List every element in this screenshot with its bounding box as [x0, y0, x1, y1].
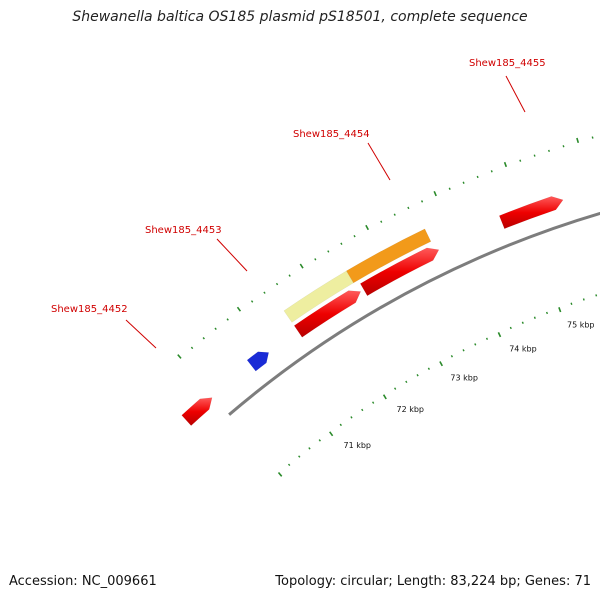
scale-tick: [595, 294, 598, 297]
scale-tick: [548, 149, 550, 153]
scale-tick: [327, 250, 330, 253]
scale-tick: [263, 291, 266, 294]
scale-tick: [340, 242, 343, 245]
scale-tick: [474, 343, 477, 346]
gene-label: Shew185_4453: [145, 225, 222, 236]
scale-tick: [287, 463, 291, 467]
feature-segment-orange: [346, 228, 432, 284]
scale-tick: [558, 307, 562, 313]
scale-tick: [582, 298, 585, 301]
cds-arrow: [359, 247, 440, 297]
callout-leader: [125, 319, 157, 349]
scale-tick: [521, 321, 524, 324]
callout-leader: [505, 75, 526, 113]
scale-tick: [275, 282, 279, 286]
map-title: Shewanella baltica OS185 plasmid pS18501…: [72, 9, 528, 25]
scale-tick: [177, 354, 182, 359]
scale-tick: [226, 318, 229, 321]
gene-label: Shew185_4455: [469, 58, 546, 69]
scale-tick: [497, 332, 502, 338]
cds-arrow: [293, 290, 362, 338]
scale-tick: [382, 394, 387, 400]
gene-callouts: Shew185_4452 Shew185_4453 Shew185_4454 Shew…: [51, 58, 546, 349]
gene-label: Shew185_4452: [51, 304, 128, 315]
scale-tick: [365, 224, 370, 231]
callout-leader: [367, 142, 391, 181]
scale-tick: [462, 349, 465, 352]
backbone-arc: [228, 211, 600, 416]
scale-tick: [288, 274, 291, 277]
scale-tick: [433, 190, 437, 197]
scale-tick: [190, 346, 194, 350]
scale-tick: [214, 327, 217, 331]
scale-label: 73 kbp: [450, 374, 478, 383]
inner-tick-ring: [277, 294, 598, 477]
scale-tick: [503, 161, 508, 168]
scale-tick: [407, 206, 410, 210]
scale-label: 74 kbp: [509, 344, 537, 353]
scale-tick: [519, 159, 522, 162]
scale-tick: [591, 136, 594, 139]
scale-tick: [339, 423, 342, 427]
outer-tick-ring: [177, 136, 594, 359]
scale-tick: [485, 337, 489, 340]
scale-tick: [361, 408, 364, 412]
scale-tick: [576, 137, 580, 144]
scale-tick: [298, 455, 301, 458]
scale-tick: [314, 258, 317, 261]
scale-tick: [439, 361, 444, 367]
scale-tick: [308, 447, 311, 450]
scale-tick: [277, 471, 283, 477]
scale-tick: [236, 306, 242, 312]
cds-arrow: [498, 196, 564, 230]
scale-tick: [372, 401, 375, 404]
feature-track: [181, 196, 564, 426]
topology-label: Topology: circular; Length: 83,224 bp; G…: [275, 574, 591, 589]
scale-tick: [427, 367, 431, 370]
scale-tick: [462, 181, 465, 184]
scale-label: 75 kbp: [567, 321, 595, 330]
scale-tick: [353, 234, 356, 238]
scale-tick: [490, 170, 493, 173]
scale-tick: [562, 145, 565, 148]
scale-tick: [318, 439, 321, 442]
scale-tick: [533, 154, 536, 157]
scale-tick: [405, 380, 408, 384]
accession-label: Accession: NC_009661: [9, 574, 157, 589]
scale-tick: [394, 387, 397, 390]
scale-label: 71 kbp: [344, 441, 372, 450]
scale-tick: [476, 175, 479, 179]
scale-tick: [299, 263, 304, 269]
scale-tick: [393, 213, 396, 216]
gene-label: Shew185_4454: [293, 129, 370, 140]
scale-tick: [533, 316, 536, 319]
cds-arrow: [181, 397, 213, 426]
scale-tick: [570, 302, 573, 305]
scale-tick: [350, 416, 353, 419]
scale-tick: [509, 326, 512, 330]
scale-tick: [448, 187, 451, 190]
scale-tick: [250, 300, 254, 303]
scale-tick: [380, 220, 383, 223]
scale-tick: [545, 311, 549, 315]
callout-leader: [216, 238, 248, 272]
scale-tick: [420, 200, 424, 203]
feature-arrow-blue: [246, 351, 270, 372]
scale-tick: [416, 374, 419, 377]
scale-label: 72 kbp: [397, 405, 425, 414]
scale-tick: [450, 355, 454, 358]
scale-tick: [202, 337, 205, 340]
scale-tick: [329, 431, 334, 437]
